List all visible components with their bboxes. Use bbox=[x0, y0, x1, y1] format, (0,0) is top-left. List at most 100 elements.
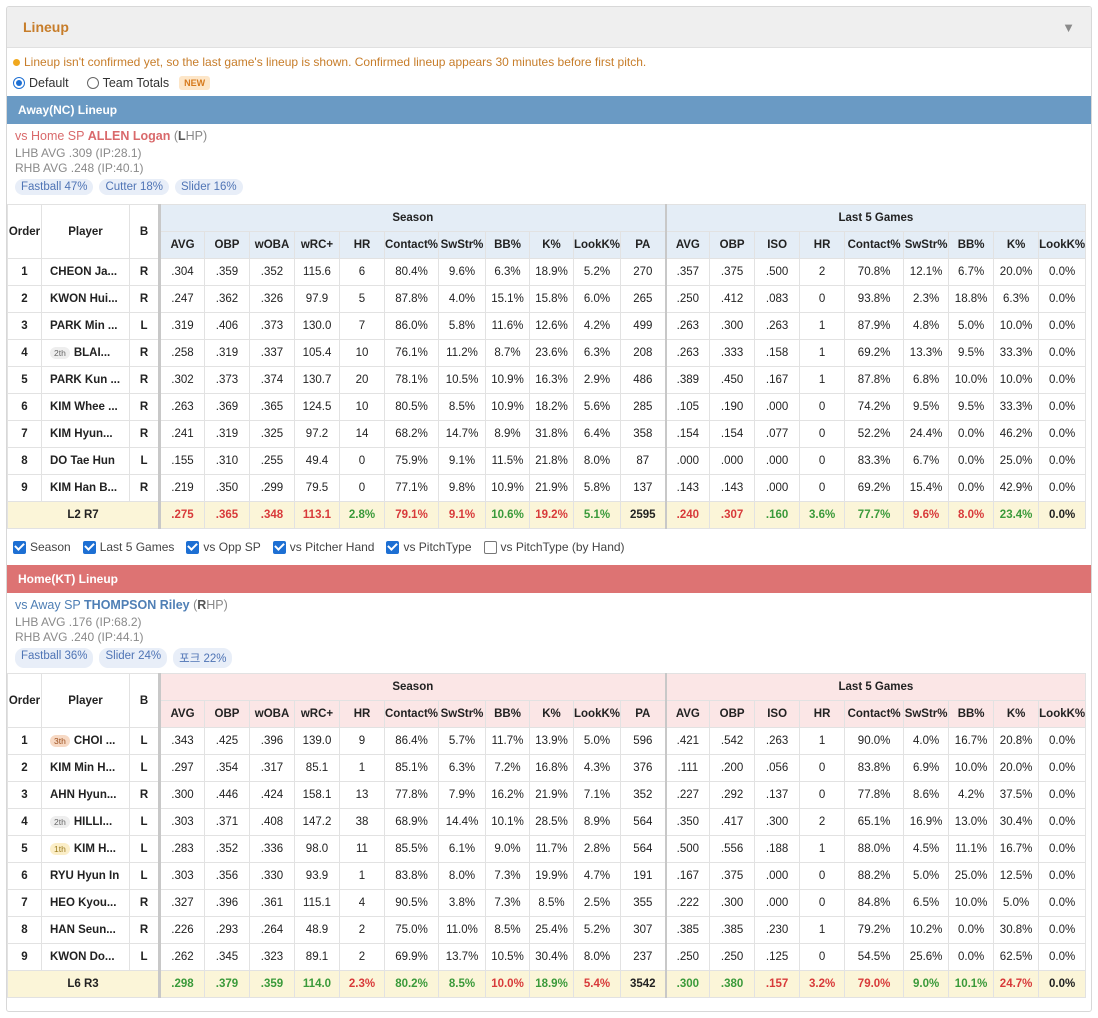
player-name-cell[interactable]: RYU Hyun In bbox=[41, 862, 130, 890]
player-name[interactable]: KIM Hyun... bbox=[50, 428, 113, 440]
table-row[interactable]: 6 KIM Whee ... R .263.369.365 124.5 10 80.5% 8.… bbox=[7, 393, 1087, 421]
player-name-cell[interactable]: HEO Kyou... bbox=[41, 889, 130, 917]
player-name-cell[interactable]: HAN Seun... bbox=[41, 916, 130, 944]
table-row[interactable]: 3 PARK Min ... L .319.406.373 130.0 7 86.0% 5.8… bbox=[7, 312, 1087, 340]
table-row[interactable]: 5 1th KIM H... L .283.352.336 98.0 11 85.5% 6.1%… bbox=[7, 835, 1087, 863]
last5-col-header[interactable]: HR bbox=[799, 231, 846, 259]
player-name[interactable]: KWON Do... bbox=[50, 951, 115, 963]
season-col-header[interactable]: K% bbox=[529, 231, 574, 259]
season-col-header[interactable]: Contact% bbox=[384, 231, 439, 259]
table-row[interactable]: 1 3th CHOI ... L .343.425.396 139.0 9 86.4% 5.7%… bbox=[7, 727, 1087, 755]
last5-col-header[interactable]: ISO bbox=[754, 231, 801, 259]
player-name-cell[interactable]: KIM Han B... bbox=[41, 474, 130, 502]
player-name[interactable]: CHOI ... bbox=[73, 735, 116, 747]
filter-checkbox[interactable]: vs PitchType bbox=[386, 540, 472, 554]
player-name[interactable]: CHEON Ja... bbox=[50, 266, 118, 278]
checkbox-box[interactable] bbox=[13, 540, 26, 554]
player-name[interactable]: KIM Whee ... bbox=[50, 401, 118, 413]
player-name[interactable]: DO Tae Hun bbox=[50, 455, 115, 467]
last5-col-header[interactable]: K% bbox=[993, 231, 1040, 259]
last5-col-header[interactable]: OBP bbox=[709, 231, 756, 259]
player-name-cell[interactable]: 3th CHOI ... bbox=[41, 727, 130, 755]
table-row[interactable]: 2 KIM Min H... L .297.354.317 85.1 1 85.1% 6.3%… bbox=[7, 754, 1087, 782]
table-row[interactable]: 7 KIM Hyun... R .241.319.325 97.2 14 68.2% 14.7… bbox=[7, 420, 1087, 448]
table-row[interactable]: 5 PARK Kun ... R .302.373.374 130.7 20 78.1% 10… bbox=[7, 366, 1087, 394]
player-name[interactable]: BLAI... bbox=[73, 347, 111, 359]
player-name-cell[interactable]: KIM Whee ... bbox=[41, 393, 130, 421]
player-name-cell[interactable]: PARK Kun ... bbox=[41, 366, 130, 394]
table-row[interactable]: 7 HEO Kyou... R .327.396.361 115.1 4 90.5% 3.8%… bbox=[7, 889, 1087, 917]
table-row[interactable]: 9 KIM Han B... R .219.350.299 79.5 0 77.1% 9.8%… bbox=[7, 474, 1087, 502]
filter-checkbox[interactable]: Season bbox=[13, 540, 71, 554]
season-col-header[interactable]: LookK% bbox=[573, 231, 621, 259]
table-row[interactable]: 2 KWON Hui... R .247.362.326 97.9 5 87.8% 4.0% 1… bbox=[7, 285, 1087, 313]
player-name[interactable]: RYU Hyun In bbox=[50, 870, 120, 882]
player-name-cell[interactable]: CHEON Ja... bbox=[41, 258, 130, 286]
season-col-header[interactable]: AVG bbox=[158, 231, 205, 259]
radio-team-totals-circle[interactable] bbox=[86, 77, 99, 89]
table-row[interactable]: 6 RYU Hyun In L .303.356.330 93.9 1 83.8% 8.0% 7… bbox=[7, 862, 1087, 890]
player-header[interactable]: Player bbox=[41, 204, 130, 259]
last5-col-header[interactable]: OBP bbox=[709, 700, 756, 728]
table-row[interactable]: 1 CHEON Ja... R .304.359.352 115.6 6 80.4% 9.6%… bbox=[7, 258, 1087, 286]
player-name-cell[interactable]: KIM Hyun... bbox=[41, 420, 130, 448]
season-col-header[interactable]: BB% bbox=[485, 700, 530, 728]
checkbox-box[interactable] bbox=[272, 540, 286, 554]
season-col-header[interactable]: OBP bbox=[204, 231, 250, 259]
filter-checkbox[interactable]: vs PitchType (by Hand) bbox=[483, 540, 625, 554]
last5-col-header[interactable]: K% bbox=[993, 700, 1040, 728]
season-col-header[interactable]: K% bbox=[529, 700, 574, 728]
player-name-cell[interactable]: PARK Min ... bbox=[41, 312, 130, 340]
player-header[interactable]: Player bbox=[41, 673, 130, 728]
season-col-header[interactable]: HR bbox=[339, 231, 385, 259]
season-col-header[interactable]: BB% bbox=[485, 231, 530, 259]
player-name[interactable]: AHN Hyun... bbox=[50, 789, 117, 801]
last5-col-header[interactable]: AVG bbox=[664, 700, 711, 728]
checkbox-box[interactable] bbox=[483, 540, 497, 554]
order-header[interactable]: Order bbox=[7, 204, 42, 259]
table-row[interactable]: 8 DO Tae Hun L .155.310.255 49.4 0 75.9% 9.1% 11… bbox=[7, 447, 1087, 475]
checkbox-box[interactable] bbox=[386, 540, 400, 554]
last5-col-header[interactable]: AVG bbox=[664, 231, 711, 259]
player-name-cell[interactable]: 1th KIM H... bbox=[41, 835, 130, 863]
radio-team-totals[interactable]: Team Totals NEW bbox=[86, 76, 211, 90]
table-row[interactable]: 4 2th BLAI... R .258.319.337 105.4 10 76.1% 11.2… bbox=[7, 339, 1087, 367]
bats-header[interactable]: B bbox=[129, 673, 160, 728]
player-name-cell[interactable]: 2th BLAI... bbox=[41, 339, 130, 367]
player-name[interactable]: KWON Hui... bbox=[50, 293, 118, 305]
player-name-cell[interactable]: 2th HILLI... bbox=[41, 808, 130, 836]
last5-col-header[interactable]: LookK% bbox=[1038, 700, 1087, 728]
season-col-header[interactable]: PA bbox=[619, 700, 667, 728]
last5-col-header[interactable]: BB% bbox=[948, 231, 995, 259]
order-header[interactable]: Order bbox=[7, 673, 42, 728]
season-col-header[interactable]: Contact% bbox=[384, 700, 439, 728]
player-name[interactable]: HAN Seun... bbox=[50, 924, 116, 936]
checkbox-box[interactable] bbox=[186, 540, 200, 554]
last5-col-header[interactable]: SwStr% bbox=[903, 700, 950, 728]
player-name[interactable]: KIM H... bbox=[73, 843, 116, 855]
player-name[interactable]: HEO Kyou... bbox=[50, 897, 117, 909]
player-name-cell[interactable]: AHN Hyun... bbox=[41, 781, 130, 809]
filter-checkbox[interactable]: Last 5 Games bbox=[82, 540, 174, 554]
season-col-header[interactable]: wOBA bbox=[249, 700, 295, 728]
season-col-header[interactable]: wRC+ bbox=[294, 700, 340, 728]
last5-col-header[interactable]: ISO bbox=[754, 700, 801, 728]
season-col-header[interactable]: OBP bbox=[204, 700, 250, 728]
player-name[interactable]: KIM Min H... bbox=[50, 762, 116, 774]
season-col-header[interactable]: SwStr% bbox=[438, 700, 486, 728]
last5-col-header[interactable]: LookK% bbox=[1038, 231, 1087, 259]
table-row[interactable]: 4 2th HILLI... L .303.371.408 147.2 38 68.9% 14.… bbox=[7, 808, 1087, 836]
season-col-header[interactable]: LookK% bbox=[573, 700, 621, 728]
last5-col-header[interactable]: Contact% bbox=[844, 231, 905, 259]
player-name[interactable]: HILLI... bbox=[73, 816, 113, 828]
table-row[interactable]: 3 AHN Hyun... R .300.446.424 158.1 13 77.8% 7.9… bbox=[7, 781, 1087, 809]
season-col-header[interactable]: wRC+ bbox=[294, 231, 340, 259]
last5-col-header[interactable]: SwStr% bbox=[903, 231, 950, 259]
season-col-header[interactable]: wOBA bbox=[249, 231, 295, 259]
season-col-header[interactable]: PA bbox=[619, 231, 667, 259]
filter-checkbox[interactable]: vs Opp SP bbox=[186, 540, 261, 554]
bats-header[interactable]: B bbox=[129, 204, 160, 259]
player-name[interactable]: PARK Min ... bbox=[50, 320, 118, 332]
away-sp-name[interactable]: ALLEN Logan bbox=[87, 129, 171, 143]
player-name[interactable]: KIM Han B... bbox=[50, 482, 118, 494]
